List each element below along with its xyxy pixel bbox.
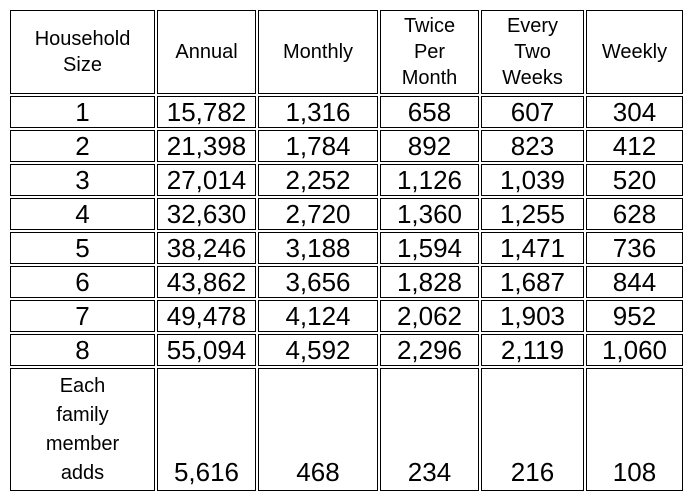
cell-household-size: 1 (10, 96, 155, 128)
cell-monthly: 2,720 (258, 198, 378, 230)
cell-every-two-weeks: 1,903 (481, 300, 584, 332)
cell-twice-per-month: 892 (380, 130, 479, 162)
header-row: Household Size Annual Monthly Twice Per … (10, 10, 683, 94)
cell-weekly: 304 (586, 96, 683, 128)
cell-weekly: 1,060 (586, 334, 683, 366)
footer-row: Each family member adds 5,616 468 234 21… (10, 368, 683, 491)
cell-annual: 15,782 (157, 96, 256, 128)
cell-annual: 32,630 (157, 198, 256, 230)
table-row: 1 15,782 1,316 658 607 304 (10, 96, 683, 128)
cell-weekly: 412 (586, 130, 683, 162)
cell-every-two-weeks: 2,119 (481, 334, 584, 366)
cell-twice-per-month: 658 (380, 96, 479, 128)
cell-every-two-weeks: 216 (481, 368, 584, 491)
table-row: 7 49,478 4,124 2,062 1,903 952 (10, 300, 683, 332)
cell-household-size: 7 (10, 300, 155, 332)
table-row: 2 21,398 1,784 892 823 412 (10, 130, 683, 162)
cell-weekly: 108 (586, 368, 683, 491)
table-row: 5 38,246 3,188 1,594 1,471 736 (10, 232, 683, 264)
cell-weekly: 736 (586, 232, 683, 264)
cell-annual: 21,398 (157, 130, 256, 162)
cell-weekly: 628 (586, 198, 683, 230)
cell-every-two-weeks: 1,039 (481, 164, 584, 196)
column-header-every-two-weeks: Every Two Weeks (481, 10, 584, 94)
column-header-household-size: Household Size (10, 10, 155, 94)
cell-monthly: 4,592 (258, 334, 378, 366)
cell-twice-per-month: 2,062 (380, 300, 479, 332)
column-header-monthly: Monthly (258, 10, 378, 94)
table-row: 3 27,014 2,252 1,126 1,039 520 (10, 164, 683, 196)
table-row: 6 43,862 3,656 1,828 1,687 844 (10, 266, 683, 298)
cell-household-size: 5 (10, 232, 155, 264)
table-row: 8 55,094 4,592 2,296 2,119 1,060 (10, 334, 683, 366)
cell-monthly: 3,656 (258, 266, 378, 298)
cell-annual: 49,478 (157, 300, 256, 332)
cell-household-size: 6 (10, 266, 155, 298)
cell-twice-per-month: 1,126 (380, 164, 479, 196)
cell-monthly: 3,188 (258, 232, 378, 264)
cell-every-two-weeks: 607 (481, 96, 584, 128)
cell-monthly: 468 (258, 368, 378, 491)
cell-monthly: 2,252 (258, 164, 378, 196)
cell-every-two-weeks: 1,687 (481, 266, 584, 298)
cell-annual: 27,014 (157, 164, 256, 196)
cell-household-size: 3 (10, 164, 155, 196)
cell-annual: 38,246 (157, 232, 256, 264)
cell-household-size: 8 (10, 334, 155, 366)
column-header-annual: Annual (157, 10, 256, 94)
cell-twice-per-month: 2,296 (380, 334, 479, 366)
cell-monthly: 4,124 (258, 300, 378, 332)
cell-weekly: 520 (586, 164, 683, 196)
table-row: 4 32,630 2,720 1,360 1,255 628 (10, 198, 683, 230)
cell-every-two-weeks: 823 (481, 130, 584, 162)
cell-twice-per-month: 1,360 (380, 198, 479, 230)
cell-household-size: 4 (10, 198, 155, 230)
cell-annual: 5,616 (157, 368, 256, 491)
cell-weekly: 844 (586, 266, 683, 298)
cell-every-two-weeks: 1,471 (481, 232, 584, 264)
cell-twice-per-month: 1,594 (380, 232, 479, 264)
household-size-payment-table: Household Size Annual Monthly Twice Per … (8, 8, 685, 493)
cell-weekly: 952 (586, 300, 683, 332)
column-header-weekly: Weekly (586, 10, 683, 94)
cell-monthly: 1,316 (258, 96, 378, 128)
cell-every-two-weeks: 1,255 (481, 198, 584, 230)
cell-annual: 43,862 (157, 266, 256, 298)
cell-each-family-member-adds-label: Each family member adds (10, 368, 155, 491)
cell-twice-per-month: 234 (380, 368, 479, 491)
column-header-twice-per-month: Twice Per Month (380, 10, 479, 94)
cell-twice-per-month: 1,828 (380, 266, 479, 298)
cell-household-size: 2 (10, 130, 155, 162)
cell-monthly: 1,784 (258, 130, 378, 162)
cell-annual: 55,094 (157, 334, 256, 366)
